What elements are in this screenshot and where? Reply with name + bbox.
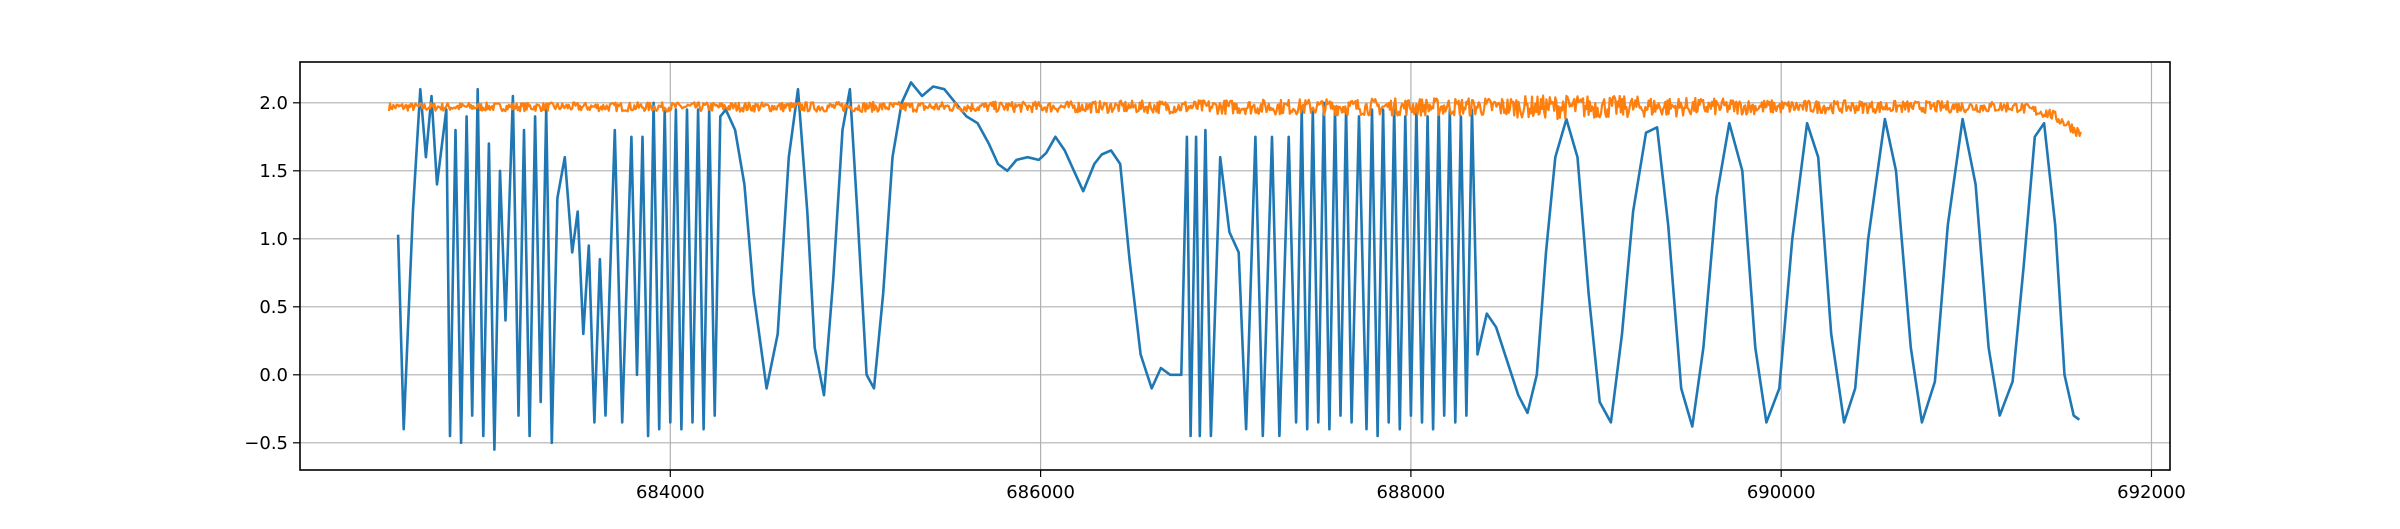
plot-frame — [299, 61, 2171, 471]
x-tick-label: 684000 — [636, 482, 705, 503]
y-tick-label: 0.5 — [259, 297, 288, 318]
y-tick-label: 2.0 — [259, 93, 288, 114]
y-tick-label: −0.5 — [244, 433, 288, 454]
y-tick-label: 0.0 — [259, 365, 288, 386]
y-tick-label: 1.0 — [259, 229, 288, 250]
x-axis-ticks: 684000 686000 688000 690000 692000 — [636, 470, 2186, 503]
plot-series — [387, 81, 2082, 451]
series-orange-line — [387, 94, 2082, 137]
x-tick-label: 686000 — [1006, 482, 1075, 503]
series-blue-line — [396, 81, 2081, 451]
x-tick-label: 688000 — [1377, 482, 1446, 503]
y-tick-label: 1.5 — [259, 161, 288, 182]
x-tick-label: 690000 — [1747, 482, 1816, 503]
x-tick-label: 692000 — [2117, 482, 2186, 503]
y-axis-ticks: −0.5 0.0 0.5 1.0 1.5 2.0 — [244, 93, 300, 454]
